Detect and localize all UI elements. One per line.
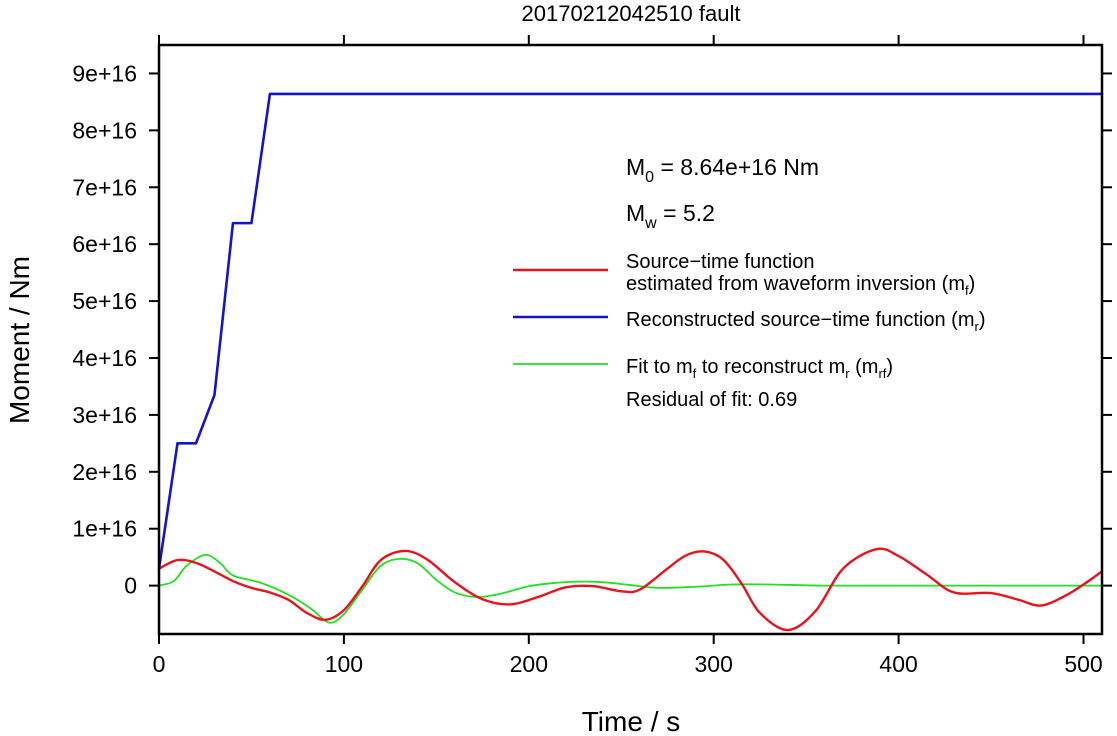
x-tick-label: 200 xyxy=(510,651,548,677)
y-tick-label: 3e+16 xyxy=(72,402,137,428)
legend: Source−time function estimated from wave… xyxy=(513,251,986,411)
legend-mr-subscript: r xyxy=(975,319,980,334)
y-tick-label: 8e+16 xyxy=(72,117,137,143)
x-tick-label: 500 xyxy=(1064,651,1102,677)
legend-mrf-sub-b: r xyxy=(845,366,850,381)
x-tick-label: 400 xyxy=(879,651,917,677)
legend-mr-close: ) xyxy=(979,309,986,331)
legend-mf-close: ) xyxy=(969,273,976,295)
x-axis-label: Time / s xyxy=(582,706,681,736)
legend-mrf-sub-c: rf xyxy=(878,366,886,381)
mw-subscript: w xyxy=(644,215,657,232)
m0-value: = 8.64e+16 Nm xyxy=(654,154,819,180)
series-layer xyxy=(157,92,1104,632)
series-line-mr xyxy=(157,92,1104,570)
legend-mrf-text-c: (m xyxy=(850,356,879,378)
x-axis: 0 100 200 300 400 500 xyxy=(153,35,1103,677)
y-tick-label: 7e+16 xyxy=(72,174,137,200)
legend-mf-subscript: f xyxy=(965,283,969,298)
plot-frame xyxy=(157,43,1104,636)
residual-annotation: Residual of fit: 0.69 xyxy=(626,389,797,411)
series-line-mf xyxy=(157,547,1104,632)
y-tick-label: 5e+16 xyxy=(72,288,137,314)
legend-mrf-sub-a: f xyxy=(693,366,697,381)
y-tick-label: 9e+16 xyxy=(72,60,137,86)
x-tick-label: 300 xyxy=(695,651,733,677)
legend-mf-line1: Source−time function xyxy=(626,251,814,273)
y-axis: 0 1e+16 2e+16 3e+16 4e+16 5e+16 6e+16 7e+16 8e+1… xyxy=(72,60,1112,599)
y-tick-label: 1e+16 xyxy=(72,516,137,542)
seismic-moment-annotation: M0 = 8.64e+16 Nm xyxy=(626,154,819,186)
y-axis-label: Moment / Nm xyxy=(4,256,35,424)
legend-mf-line2: estimated from waveform inversion (mf) xyxy=(626,273,975,298)
legend-mrf-text-a: Fit to m xyxy=(626,356,693,378)
legend-mf-text: estimated from waveform inversion (m xyxy=(626,273,965,295)
x-tick-label: 100 xyxy=(325,651,363,677)
chart-title: 20170212042510 fault xyxy=(522,1,741,26)
y-tick-label: 2e+16 xyxy=(72,459,137,485)
legend-mrf-text-b: to reconstruct m xyxy=(696,356,845,378)
x-tick-label: 0 xyxy=(153,651,166,677)
y-tick-label: 4e+16 xyxy=(72,345,137,371)
legend-mrf: Fit to mf to reconstruct mr (mrf) xyxy=(626,356,893,381)
y-tick-label: 6e+16 xyxy=(72,231,137,257)
mw-main: M xyxy=(626,200,645,226)
m0-main: M xyxy=(626,154,645,180)
m0-subscript: 0 xyxy=(645,169,654,186)
y-tick-label: 0 xyxy=(124,573,137,599)
mw-value: = 5.2 xyxy=(657,200,715,226)
legend-mr: Reconstructed source−time function (mr) xyxy=(626,309,986,334)
legend-mr-text: Reconstructed source−time function (m xyxy=(626,309,975,331)
legend-mrf-close: ) xyxy=(886,356,893,378)
moment-magnitude-annotation: Mw = 5.2 xyxy=(626,200,715,232)
